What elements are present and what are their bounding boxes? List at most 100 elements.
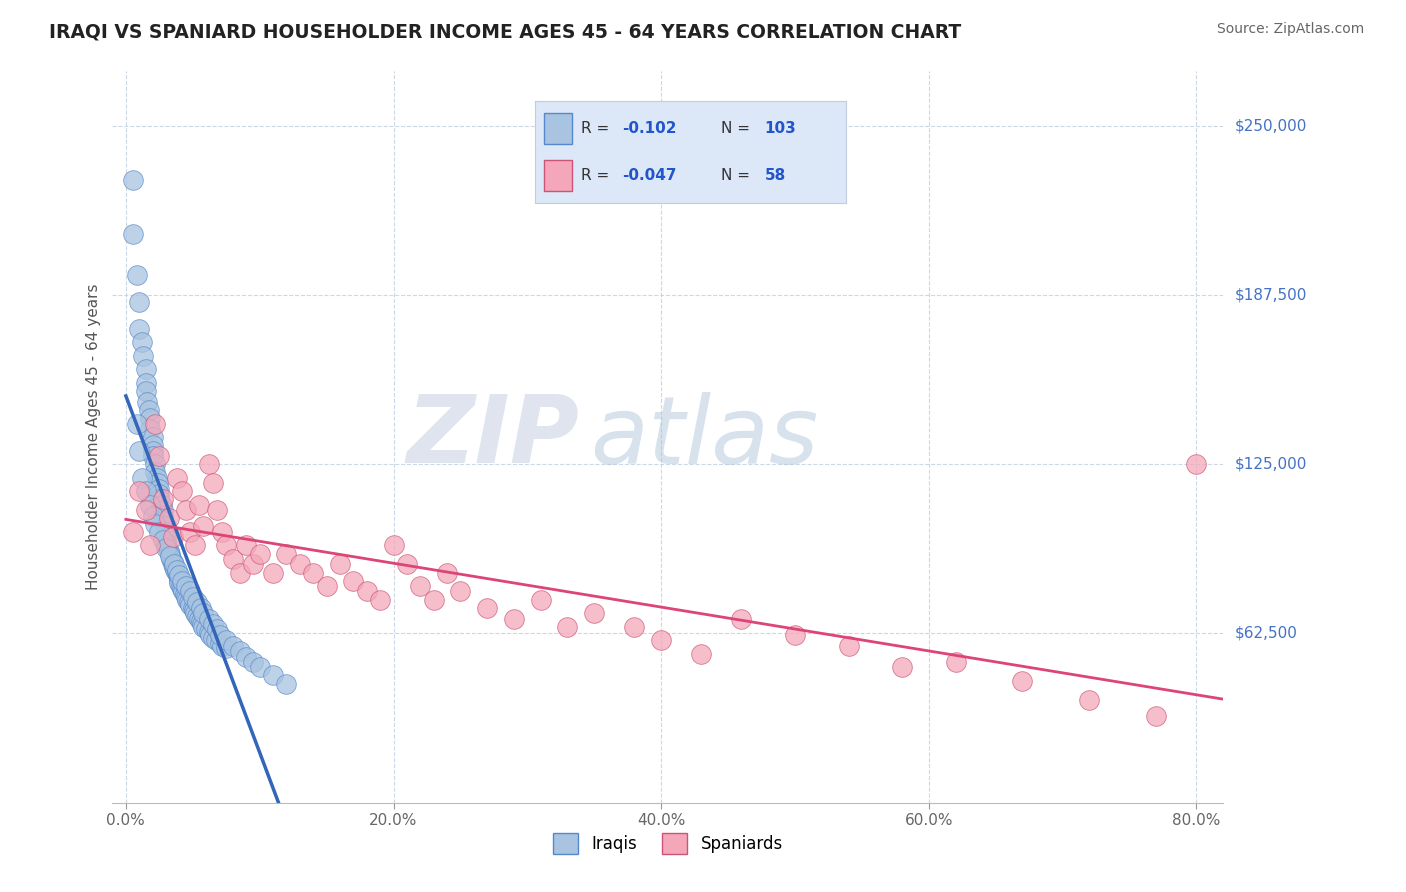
- Legend: Iraqis, Spaniards: Iraqis, Spaniards: [547, 827, 789, 860]
- Point: [436, 566, 458, 580]
- Point: [198, 625, 221, 640]
- Point: [215, 538, 238, 552]
- Point: [173, 587, 195, 601]
- Point: [184, 538, 207, 552]
- Point: [177, 595, 200, 609]
- Point: [135, 484, 157, 499]
- Point: [131, 471, 153, 485]
- Point: [136, 395, 159, 409]
- Point: [165, 563, 187, 577]
- Point: [172, 584, 194, 599]
- Point: [135, 384, 157, 398]
- Point: [891, 660, 914, 674]
- Point: [145, 471, 167, 485]
- Point: [249, 547, 271, 561]
- Point: [135, 376, 157, 390]
- Point: [228, 566, 250, 580]
- Y-axis label: Householder Income Ages 45 - 64 years: Householder Income Ages 45 - 64 years: [86, 284, 101, 591]
- Point: [193, 620, 215, 634]
- Point: [503, 611, 526, 625]
- Point: [142, 430, 165, 444]
- Point: [139, 498, 162, 512]
- Point: [235, 538, 257, 552]
- Point: [166, 563, 188, 577]
- Point: [288, 558, 311, 572]
- Point: [190, 615, 212, 629]
- Point: [181, 590, 204, 604]
- Point: [242, 655, 264, 669]
- Point: [650, 633, 672, 648]
- Point: [155, 524, 177, 539]
- Point: [179, 598, 201, 612]
- Point: [198, 628, 221, 642]
- Text: ZIP: ZIP: [406, 391, 579, 483]
- Point: [152, 508, 174, 523]
- Point: [167, 568, 190, 582]
- Point: [477, 600, 499, 615]
- Point: [179, 584, 201, 599]
- Point: [208, 628, 231, 642]
- Point: [945, 655, 967, 669]
- Point: [132, 349, 155, 363]
- Point: [276, 547, 298, 561]
- Point: [159, 547, 181, 561]
- Point: [143, 516, 166, 531]
- Point: [170, 582, 193, 596]
- Point: [204, 633, 226, 648]
- Point: [159, 549, 181, 564]
- Point: [201, 631, 224, 645]
- Point: [162, 558, 184, 572]
- Text: $125,000: $125,000: [1234, 457, 1306, 472]
- Point: [262, 566, 284, 580]
- Point: [783, 628, 806, 642]
- Point: [174, 503, 197, 517]
- Point: [166, 471, 188, 485]
- Point: [148, 487, 170, 501]
- Point: [235, 649, 257, 664]
- Point: [690, 647, 713, 661]
- Point: [184, 606, 207, 620]
- Point: [201, 476, 224, 491]
- Point: [222, 552, 245, 566]
- Point: [155, 541, 177, 556]
- Point: [183, 603, 205, 617]
- Point: [242, 558, 264, 572]
- Point: [211, 524, 233, 539]
- Text: $62,500: $62,500: [1234, 626, 1298, 641]
- Point: [174, 590, 197, 604]
- Point: [128, 294, 150, 309]
- Point: [1011, 673, 1033, 688]
- Point: [170, 579, 193, 593]
- Point: [128, 484, 150, 499]
- Point: [174, 579, 197, 593]
- Text: Source: ZipAtlas.com: Source: ZipAtlas.com: [1216, 22, 1364, 37]
- Point: [155, 530, 177, 544]
- Point: [152, 492, 174, 507]
- Point: [121, 227, 143, 241]
- Point: [128, 322, 150, 336]
- Point: [148, 492, 170, 507]
- Point: [139, 411, 162, 425]
- Point: [557, 620, 579, 634]
- Point: [623, 620, 645, 634]
- Point: [302, 566, 325, 580]
- Point: [138, 403, 160, 417]
- Point: [169, 571, 191, 585]
- Point: [409, 579, 432, 593]
- Point: [152, 503, 174, 517]
- Point: [222, 639, 245, 653]
- Point: [157, 511, 180, 525]
- Point: [125, 268, 148, 282]
- Point: [368, 592, 391, 607]
- Point: [176, 592, 198, 607]
- Point: [1144, 709, 1167, 723]
- Point: [193, 519, 215, 533]
- Point: [262, 668, 284, 682]
- Point: [169, 568, 191, 582]
- Point: [215, 641, 238, 656]
- Point: [1078, 693, 1101, 707]
- Point: [157, 544, 180, 558]
- Point: [837, 639, 859, 653]
- Point: [131, 335, 153, 350]
- Point: [152, 514, 174, 528]
